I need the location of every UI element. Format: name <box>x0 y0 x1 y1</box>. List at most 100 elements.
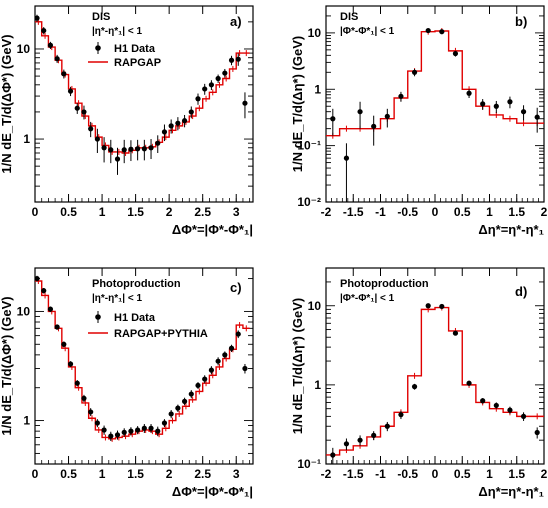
data-point <box>161 129 168 135</box>
data-point <box>114 432 121 438</box>
data-point <box>188 109 194 115</box>
data-point <box>384 423 390 429</box>
data-point <box>398 93 404 99</box>
data-point <box>188 391 194 397</box>
panel-process-label: Photoproduction <box>340 278 429 290</box>
x-tick-label: 1.5 <box>508 467 525 481</box>
plot-frame <box>34 5 254 203</box>
data-point <box>242 100 248 106</box>
data-point <box>54 324 60 330</box>
panel-b: -2 -1.5 -1 -0.5 0 0.5 1 1.5 2 10⁻² 10⁻¹ 1 10 Δη*=η*-η… <box>290 5 548 237</box>
data-point <box>161 420 168 426</box>
plot-area <box>35 14 250 175</box>
data-point <box>208 367 215 373</box>
data-point <box>480 101 486 107</box>
data-point <box>141 425 147 431</box>
data-point <box>452 330 459 336</box>
x-tick-label: 1.5 <box>127 205 144 219</box>
x-tick-label: 0.5 <box>60 467 77 481</box>
data-point <box>35 15 40 21</box>
y-tick-label: 10⁻² <box>297 195 321 209</box>
legend-label: RAPGAP <box>114 57 161 69</box>
data-point <box>534 114 540 120</box>
data-point <box>330 116 336 122</box>
data-point <box>480 398 486 404</box>
y-tick-label: 1 <box>314 378 321 392</box>
x-tick-label: 3 <box>233 467 240 481</box>
data-point <box>148 425 154 431</box>
x-tick-label: 2 <box>166 467 173 481</box>
x-tick-label: -1 <box>375 205 386 219</box>
data-point <box>88 409 94 415</box>
data-point <box>61 71 67 77</box>
data-point <box>141 146 147 152</box>
x-tick-label: 0.5 <box>454 467 471 481</box>
plot-frame <box>34 267 254 465</box>
x-tick-label: -1 <box>375 467 386 481</box>
data-point <box>384 113 390 120</box>
data-point <box>411 69 418 75</box>
x-tick-label: 3 <box>233 205 240 219</box>
data-point <box>493 402 499 409</box>
x-tick-label: 2 <box>166 205 173 219</box>
data-point <box>101 427 107 433</box>
data-point <box>135 146 141 152</box>
data-point <box>411 384 418 390</box>
data-point <box>195 382 201 389</box>
x-tick-label: 0 <box>32 205 39 219</box>
x-axis-title: Δη*=η*-η*₁ <box>478 484 544 499</box>
plot-area <box>326 303 544 464</box>
data-point <box>74 105 80 111</box>
data-point <box>235 56 241 62</box>
data-point <box>88 126 94 132</box>
data-point <box>121 429 127 435</box>
data-point <box>61 341 67 347</box>
data-point <box>398 412 404 418</box>
data-point <box>215 358 221 364</box>
data-point <box>121 147 127 153</box>
data-point <box>168 123 174 129</box>
data-point <box>371 432 377 438</box>
data-point <box>81 109 87 115</box>
data-point <box>507 99 513 105</box>
data-point <box>242 365 248 372</box>
model-histogram-line <box>35 21 250 154</box>
data-point <box>343 441 350 447</box>
x-tick-label: 1.5 <box>508 205 525 219</box>
data-point <box>357 437 363 443</box>
panel-cut-label: |η*-η*₁| < 1 <box>92 293 142 304</box>
data-point <box>493 103 499 109</box>
y-tick-label: 10 <box>17 42 31 56</box>
x-tick-label: 1 <box>99 205 106 219</box>
x-axis-title: ΔΦ*=|Φ*-Φ*₁| <box>172 484 253 499</box>
data-point <box>520 109 527 115</box>
panel-a: 0 0.5 1 1.5 2 2.5 3 1 10 ΔΦ*=|Φ*-Φ*₁| 1/N dE_T/d(Δ… <box>0 5 254 237</box>
data-point <box>425 303 431 309</box>
data-point <box>520 413 527 419</box>
y-axis-title: 1/N dE_T/d(Δη*) (GeV) <box>290 36 305 172</box>
x-axis-title: Δη*=η*-η*₁ <box>478 222 544 237</box>
model-histogram-line <box>326 306 544 456</box>
panel-process-label: Photoproduction <box>92 278 181 290</box>
panel-tag: b) <box>515 14 527 29</box>
x-tick-label: 1.5 <box>127 467 144 481</box>
data-point <box>41 27 47 34</box>
x-tick-label: -1.5 <box>343 205 364 219</box>
data-point <box>67 88 74 94</box>
data-point <box>81 395 87 401</box>
data-point <box>108 433 114 439</box>
panel-cut-label: |η*-η*₁| < 1 <box>92 26 142 37</box>
data-point <box>215 75 221 82</box>
data-point <box>343 155 350 161</box>
x-tick-label: 0 <box>432 467 439 481</box>
panel-cut-label: |Φ*-Φ*₁| < 1 <box>340 26 395 37</box>
data-point <box>175 120 181 126</box>
data-point <box>222 70 228 76</box>
x-tick-label: 2.5 <box>194 205 211 219</box>
x-tick-label: 2.5 <box>194 467 211 481</box>
model-histogram-line <box>326 30 544 137</box>
data-point <box>54 56 60 62</box>
data-point <box>181 398 188 404</box>
data-point <box>228 345 235 351</box>
data-point <box>47 42 54 48</box>
